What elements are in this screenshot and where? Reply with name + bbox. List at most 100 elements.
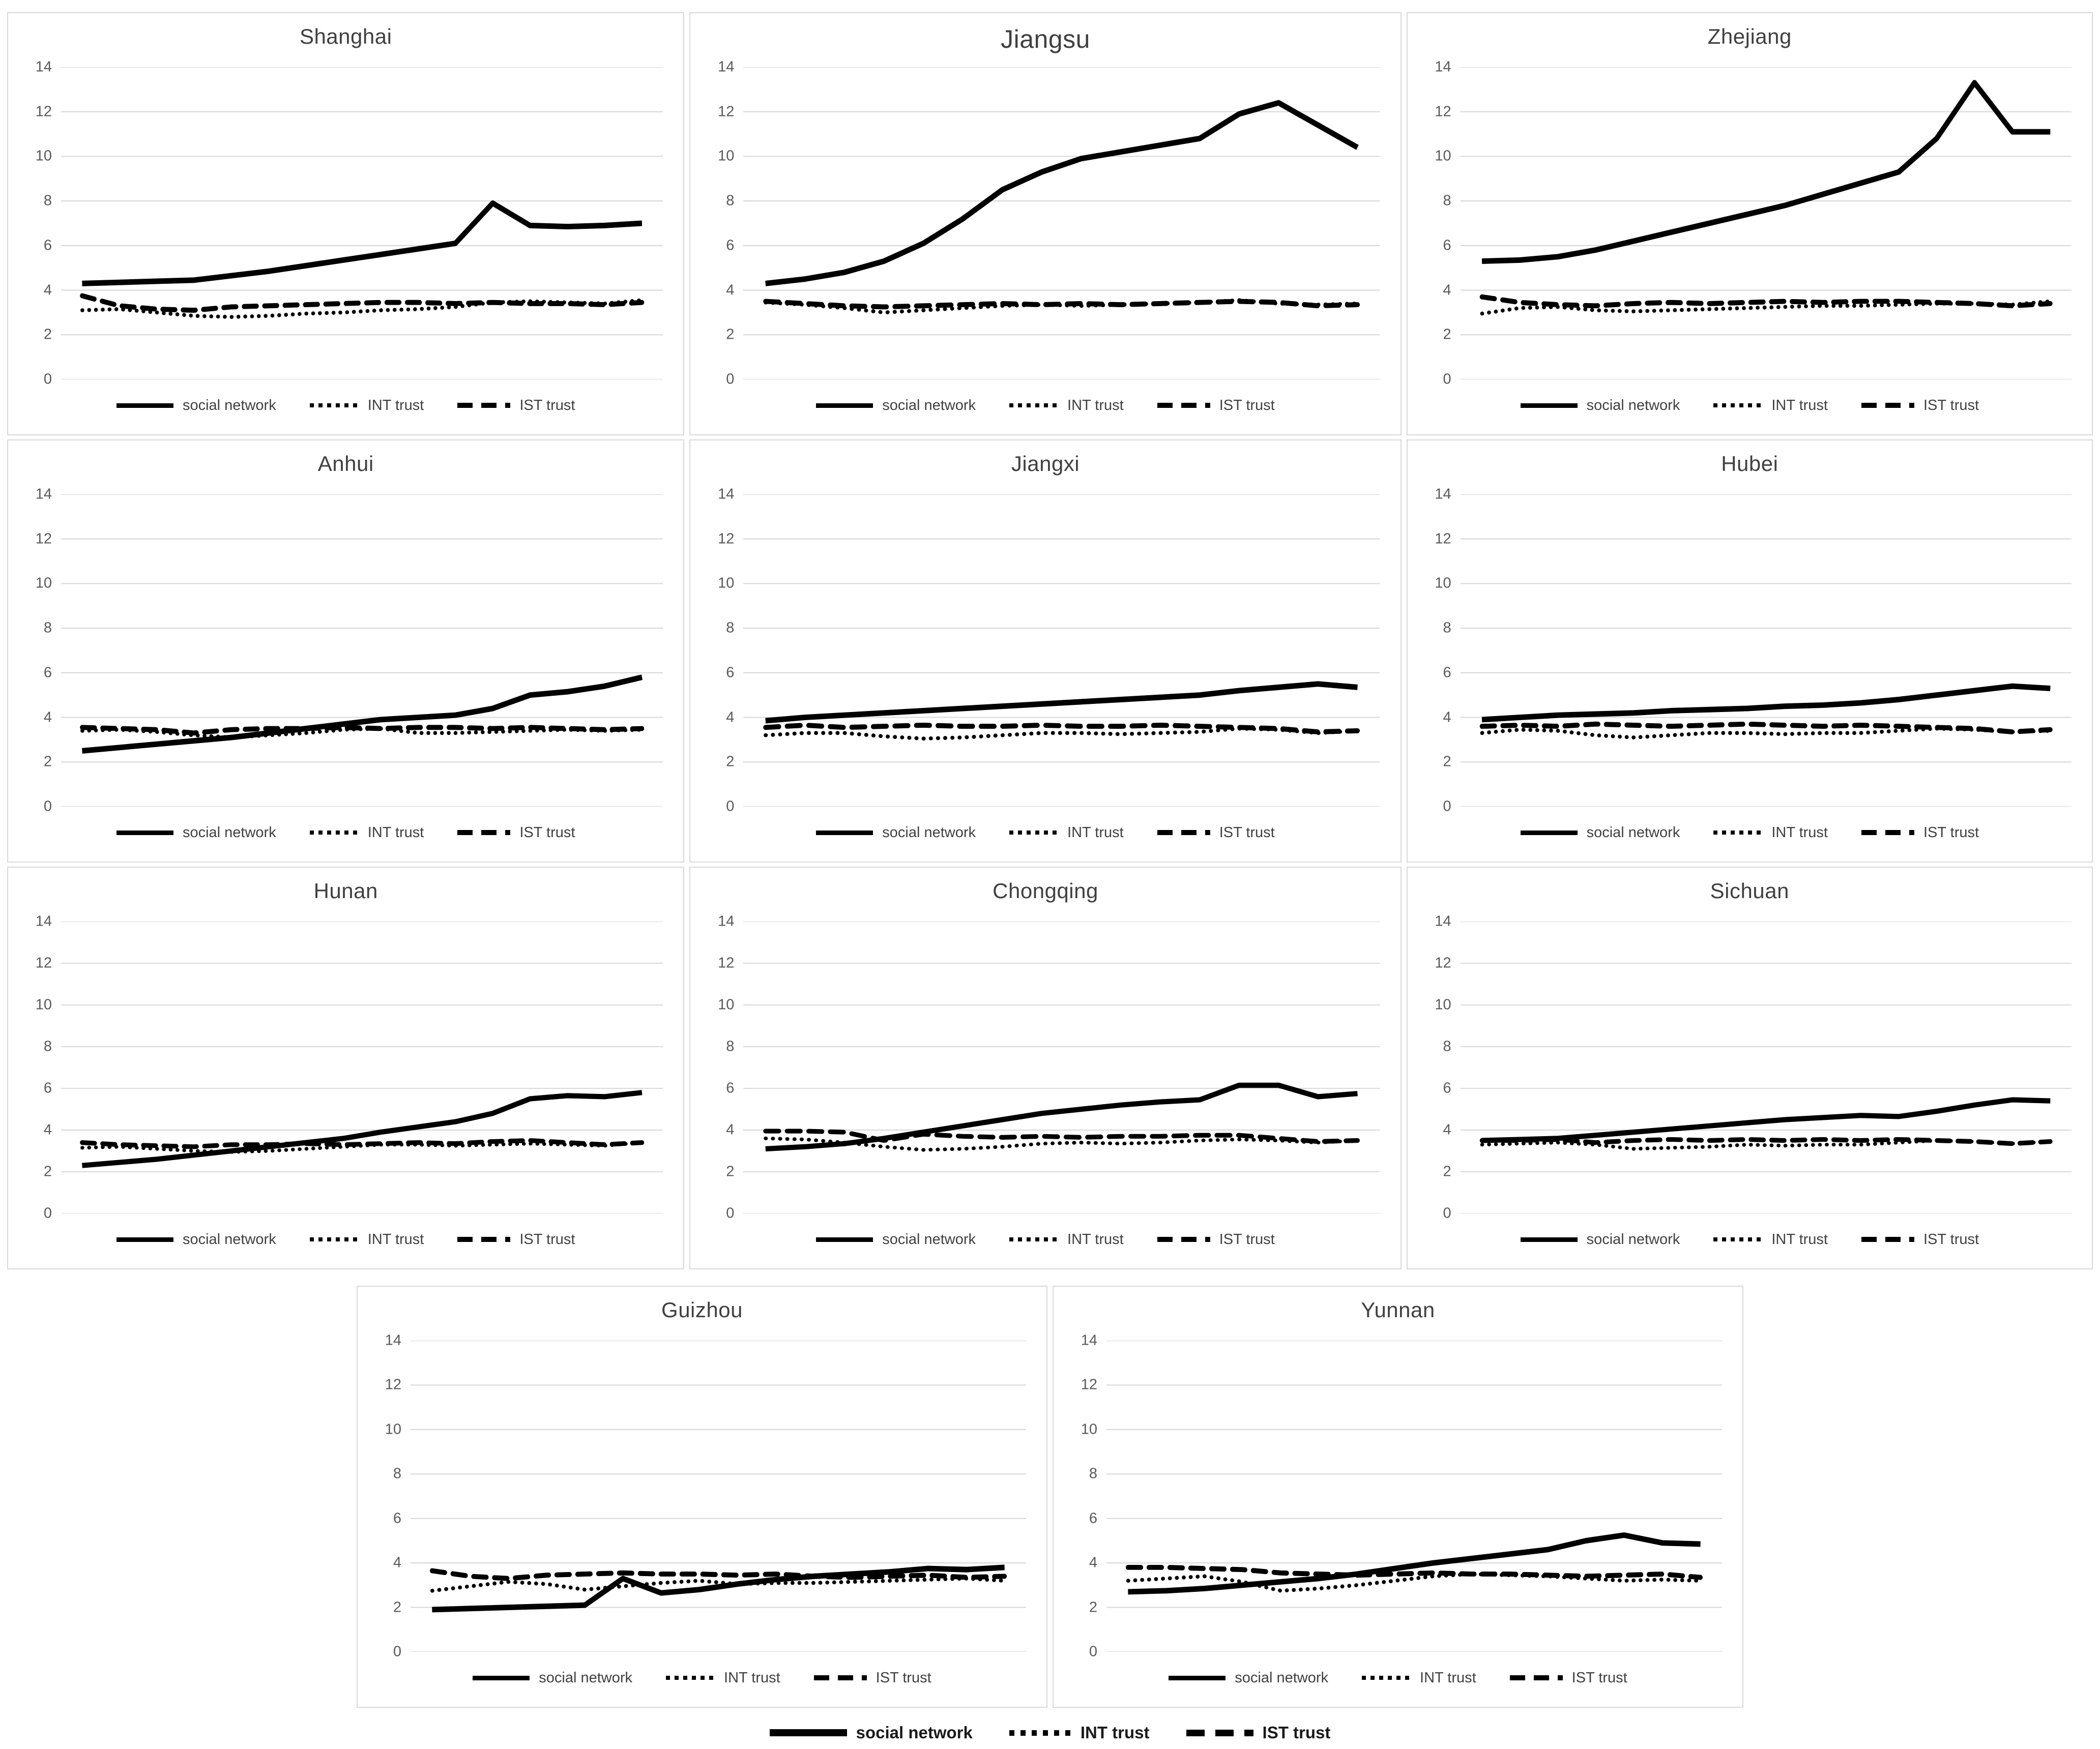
- y-tick-label: 14: [385, 1332, 401, 1349]
- ist-trust-legend-label: IST trust: [1262, 1723, 1331, 1742]
- chart-panel-yunnan: Yunnan 0 2 4 6 8 10 12 14 social network INT trust…: [1053, 1286, 1743, 1708]
- panel-title: Anhui: [317, 452, 374, 476]
- ist-trust-legend-item: IST trust: [1157, 397, 1275, 414]
- y-axis-labels: 0 2 4 6 8 10 12 14: [12, 60, 61, 387]
- int-trust-legend-label: INT trust: [367, 1231, 424, 1248]
- y-tick-label: 12: [1435, 530, 1451, 547]
- social-network-line-sample: [1169, 1675, 1226, 1680]
- y-tick-label: 12: [718, 530, 735, 547]
- social-network-legend-label: social network: [1586, 824, 1680, 841]
- int-trust-line-sample: [666, 1676, 715, 1680]
- ist-trust-legend-label: IST trust: [519, 397, 575, 413]
- int-trust-line-sample: [1009, 1237, 1059, 1241]
- plot-area: 0 2 4 6 8 10 12 14: [694, 914, 1380, 1221]
- ist-trust-line: [1479, 721, 2053, 735]
- y-tick-label: 2: [726, 753, 735, 770]
- y-tick-label: 0: [1443, 371, 1451, 388]
- panel-title: Sichuan: [1710, 879, 1789, 903]
- int-trust-legend-label: INT trust: [1420, 1669, 1476, 1686]
- y-tick-label: 0: [726, 1205, 735, 1222]
- y-tick-label: 0: [43, 798, 52, 815]
- social-network-line-sample: [116, 403, 173, 408]
- y-tick-label: 8: [1443, 192, 1451, 209]
- panel-legend: social network INT trust IST trust: [1408, 382, 2092, 428]
- int-trust-line-sample: [1713, 831, 1763, 835]
- chart-plot: [411, 1341, 1026, 1652]
- y-tick-label: 14: [718, 58, 735, 75]
- y-tick-label: 10: [718, 147, 735, 164]
- social-network-line-sample: [116, 1237, 173, 1242]
- y-tick-label: 8: [726, 192, 735, 209]
- ist-trust-line: [80, 725, 645, 736]
- social-network-line: [1481, 683, 2051, 723]
- ist-trust-line-sample: [1157, 403, 1210, 408]
- y-axis-labels: 0 2 4 6 8 10 12 14: [1058, 1333, 1106, 1659]
- chart-plot: [743, 67, 1380, 379]
- int-trust-legend-label: INT trust: [724, 1669, 780, 1686]
- social-network-line-sample: [816, 403, 873, 408]
- y-tick-label: 2: [1443, 753, 1451, 770]
- y-tick-label: 8: [1443, 1038, 1451, 1055]
- y-axis-labels: 0 2 4 6 8 10 12 14: [362, 1333, 411, 1659]
- social-network-legend-item: social network: [816, 1231, 976, 1248]
- ist-trust-line: [1125, 1564, 1703, 1580]
- int-trust-line: [1480, 726, 2052, 739]
- y-tick-label: 12: [35, 530, 52, 547]
- social-network-legend-label: social network: [182, 824, 276, 841]
- ist-trust-legend-item: IST trust: [1157, 1231, 1275, 1248]
- chart-panel-chongqing: Chongqing 0 2 4 6 8 10 12 14 social network INT tr…: [689, 867, 1402, 1269]
- ist-trust-legend-label: IST trust: [519, 824, 575, 841]
- y-tick-label: 6: [726, 1080, 735, 1096]
- y-tick-label: 14: [35, 913, 52, 930]
- y-axis-labels: 0 2 4 6 8 10 12 14: [1412, 914, 1461, 1221]
- y-tick-label: 12: [1435, 103, 1451, 120]
- ist-trust-line-sample: [1186, 1729, 1253, 1736]
- int-trust-line-sample: [1009, 831, 1059, 835]
- social-network-legend-item: social network: [1169, 1670, 1328, 1686]
- social-network-legend-item: social network: [116, 1231, 276, 1248]
- panel-legend: social network INT trust IST trust: [1408, 810, 2092, 855]
- chart-plot: [61, 67, 663, 379]
- ist-trust-legend-label: IST trust: [519, 1231, 575, 1248]
- panel-legend: social network INT trust IST trust: [358, 1655, 1046, 1701]
- panel-title: Hubei: [1721, 452, 1778, 476]
- y-tick-label: 8: [726, 1038, 735, 1055]
- int-trust-line: [1480, 1138, 2052, 1151]
- y-tick-label: 14: [718, 486, 735, 502]
- ist-trust-line-sample: [1861, 1237, 1914, 1242]
- ist-trust-line-sample: [1157, 830, 1210, 835]
- y-tick-label: 8: [1443, 619, 1451, 636]
- int-trust-legend-label: INT trust: [1771, 1231, 1828, 1248]
- y-tick-label: 4: [726, 1121, 735, 1138]
- y-tick-label: 10: [1435, 996, 1451, 1013]
- chart-plot: [1460, 922, 2072, 1213]
- social-network-legend-label: social network: [856, 1723, 973, 1742]
- social-network-legend-item: social network: [1520, 397, 1680, 414]
- chart-plot: [1106, 1341, 1722, 1652]
- y-tick-label: 4: [726, 709, 735, 726]
- chart-panel-guizhou: Guizhou 0 2 4 6 8 10 12 14 social network INT trus…: [357, 1286, 1047, 1708]
- social-network-legend-label: social network: [539, 1669, 633, 1686]
- charts-grid: Shanghai 0 2 4 6 8 10 12 14 social network INT tru…: [7, 12, 2093, 1708]
- y-tick-label: 14: [1435, 58, 1451, 75]
- social-network-legend-label: social network: [882, 824, 976, 841]
- social-network-line-sample: [816, 1237, 873, 1242]
- y-tick-label: 10: [35, 147, 52, 164]
- ist-trust-legend-item: IST trust: [457, 824, 575, 841]
- y-tick-label: 8: [393, 1465, 401, 1482]
- y-tick-label: 6: [43, 1080, 52, 1096]
- int-trust-legend-item: INT trust: [1713, 397, 1828, 414]
- ist-trust-legend-label: IST trust: [1923, 397, 1979, 413]
- y-tick-label: 0: [43, 371, 52, 388]
- ist-trust-legend-item: IST trust: [1157, 824, 1275, 841]
- social-network-legend-label: social network: [882, 1231, 976, 1248]
- plot-area: 0 2 4 6 8 10 12 14: [1058, 1333, 1722, 1659]
- y-tick-label: 6: [726, 237, 735, 254]
- social-network-line-sample: [1520, 1237, 1578, 1242]
- y-tick-label: 0: [1089, 1643, 1097, 1660]
- panel-title: Jiangxi: [1011, 452, 1080, 476]
- panel-title: Hunan: [313, 879, 378, 903]
- plot-area: 0 2 4 6 8 10 12 14: [694, 487, 1380, 814]
- int-trust-line: [764, 1136, 1360, 1152]
